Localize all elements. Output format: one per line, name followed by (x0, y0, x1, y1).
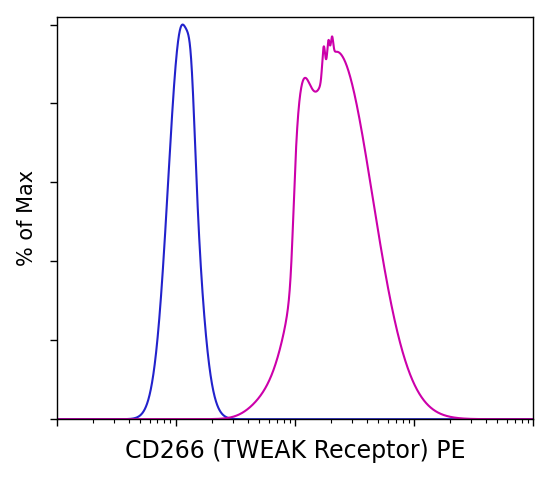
X-axis label: CD266 (TWEAK Receptor) PE: CD266 (TWEAK Receptor) PE (125, 439, 465, 463)
Y-axis label: % of Max: % of Max (16, 170, 37, 266)
